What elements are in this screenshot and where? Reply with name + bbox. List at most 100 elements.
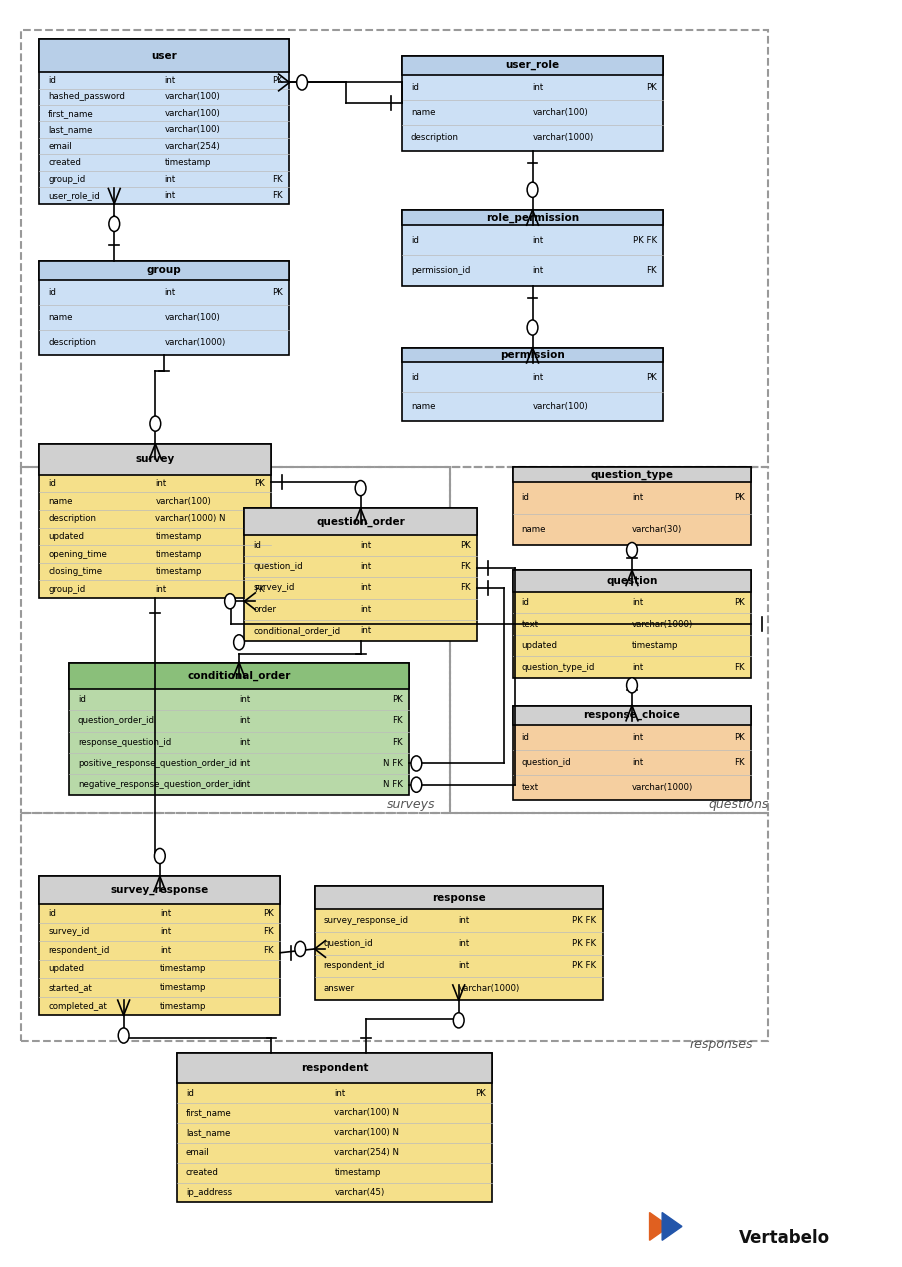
Text: int: int	[532, 236, 543, 245]
Text: timestamp: timestamp	[160, 983, 206, 992]
Text: started_at: started_at	[48, 983, 92, 992]
Bar	[39, 261, 290, 280]
Text: int: int	[164, 175, 175, 184]
Text: closing_time: closing_time	[48, 568, 102, 576]
Text: question_order: question_order	[316, 517, 404, 527]
Text: user_role: user_role	[505, 60, 559, 71]
Text: hashed_password: hashed_password	[48, 92, 125, 101]
Circle shape	[295, 941, 305, 957]
Text: question_id: question_id	[521, 758, 571, 767]
Text: name: name	[410, 108, 435, 117]
Text: N FK: N FK	[382, 780, 402, 789]
Circle shape	[453, 1012, 464, 1028]
Bar	[21, 813, 768, 1040]
Text: group_id: group_id	[48, 585, 86, 594]
Text: PK: PK	[733, 598, 744, 607]
Text: user: user	[152, 51, 177, 61]
Text: int: int	[360, 626, 372, 635]
Text: survey_id: survey_id	[48, 927, 89, 936]
Bar	[244, 508, 476, 535]
Text: name: name	[48, 313, 73, 322]
Text: varchar(45): varchar(45)	[334, 1188, 384, 1197]
Polygon shape	[661, 1213, 681, 1240]
Text: PK: PK	[391, 696, 402, 704]
Text: order: order	[253, 604, 276, 613]
Bar	[314, 887, 602, 910]
Bar	[314, 887, 602, 1000]
Circle shape	[297, 75, 307, 90]
Text: FK: FK	[263, 927, 274, 936]
Text: respondent: respondent	[300, 1063, 368, 1073]
Text: timestamp: timestamp	[164, 158, 210, 167]
Bar	[512, 706, 750, 801]
Text: int: int	[631, 663, 642, 672]
Text: ip_address: ip_address	[186, 1188, 232, 1197]
Text: text: text	[521, 783, 538, 792]
Polygon shape	[649, 1213, 668, 1240]
Text: email: email	[48, 142, 72, 151]
Text: PK: PK	[459, 541, 470, 550]
Text: PK: PK	[272, 288, 283, 296]
Text: varchar(254): varchar(254)	[164, 142, 220, 151]
Text: PK: PK	[263, 908, 274, 917]
Text: int: int	[239, 759, 250, 768]
Text: PK: PK	[733, 732, 744, 741]
Text: varchar(100): varchar(100)	[155, 497, 211, 506]
Text: timestamp: timestamp	[631, 641, 677, 650]
Bar	[39, 877, 281, 905]
Bar	[39, 39, 290, 204]
Text: varchar(254) N: varchar(254) N	[334, 1148, 399, 1157]
Text: last_name: last_name	[186, 1129, 230, 1138]
Text: int: int	[631, 493, 642, 503]
Text: varchar(1000): varchar(1000)	[532, 133, 594, 142]
Text: negative_response_question_order_id: negative_response_question_order_id	[78, 780, 241, 789]
Text: timestamp: timestamp	[160, 1001, 206, 1011]
Text: question_type: question_type	[590, 469, 673, 480]
Text: name: name	[410, 402, 435, 411]
Text: FK: FK	[272, 191, 283, 200]
Text: int: int	[532, 372, 543, 381]
Text: varchar(1000) N: varchar(1000) N	[155, 514, 226, 523]
Text: question_id: question_id	[253, 563, 303, 571]
Text: PK: PK	[272, 76, 283, 85]
Bar	[39, 877, 281, 1015]
Text: first_name: first_name	[48, 109, 94, 118]
Bar	[69, 663, 409, 796]
Text: answer: answer	[323, 984, 354, 993]
Text: last_name: last_name	[48, 125, 93, 134]
Bar	[69, 663, 409, 689]
Bar	[512, 570, 750, 592]
Text: int: int	[239, 696, 250, 704]
Text: int: int	[164, 191, 175, 200]
Text: varchar(30): varchar(30)	[631, 525, 682, 533]
Text: permission_id: permission_id	[410, 266, 470, 275]
Bar	[401, 210, 662, 226]
Text: int: int	[631, 732, 642, 741]
Text: varchar(100): varchar(100)	[164, 92, 220, 101]
Text: question_type_id: question_type_id	[521, 663, 594, 672]
Text: int: int	[360, 541, 372, 550]
Circle shape	[234, 635, 244, 650]
Text: N FK: N FK	[382, 759, 402, 768]
Text: respondent_id: respondent_id	[323, 962, 384, 971]
Text: question_id: question_id	[323, 939, 373, 948]
Text: question_order_id: question_order_id	[78, 716, 155, 726]
Text: int: int	[239, 716, 250, 726]
Circle shape	[109, 217, 120, 232]
Bar	[512, 466, 750, 483]
Text: responses: responses	[689, 1038, 752, 1052]
Text: int: int	[160, 908, 170, 917]
Text: timestamp: timestamp	[155, 568, 202, 576]
Text: int: int	[360, 563, 372, 571]
Circle shape	[225, 594, 235, 609]
Bar	[39, 443, 272, 598]
Text: id: id	[186, 1088, 194, 1097]
Text: positive_response_question_order_id: positive_response_question_order_id	[78, 759, 236, 768]
Circle shape	[118, 1028, 129, 1043]
Text: surveys: surveys	[386, 798, 435, 811]
Bar	[177, 1053, 492, 1202]
Text: varchar(1000): varchar(1000)	[631, 783, 693, 792]
Text: id: id	[410, 82, 419, 91]
Text: FK: FK	[272, 175, 283, 184]
Text: questions: questions	[707, 798, 768, 811]
